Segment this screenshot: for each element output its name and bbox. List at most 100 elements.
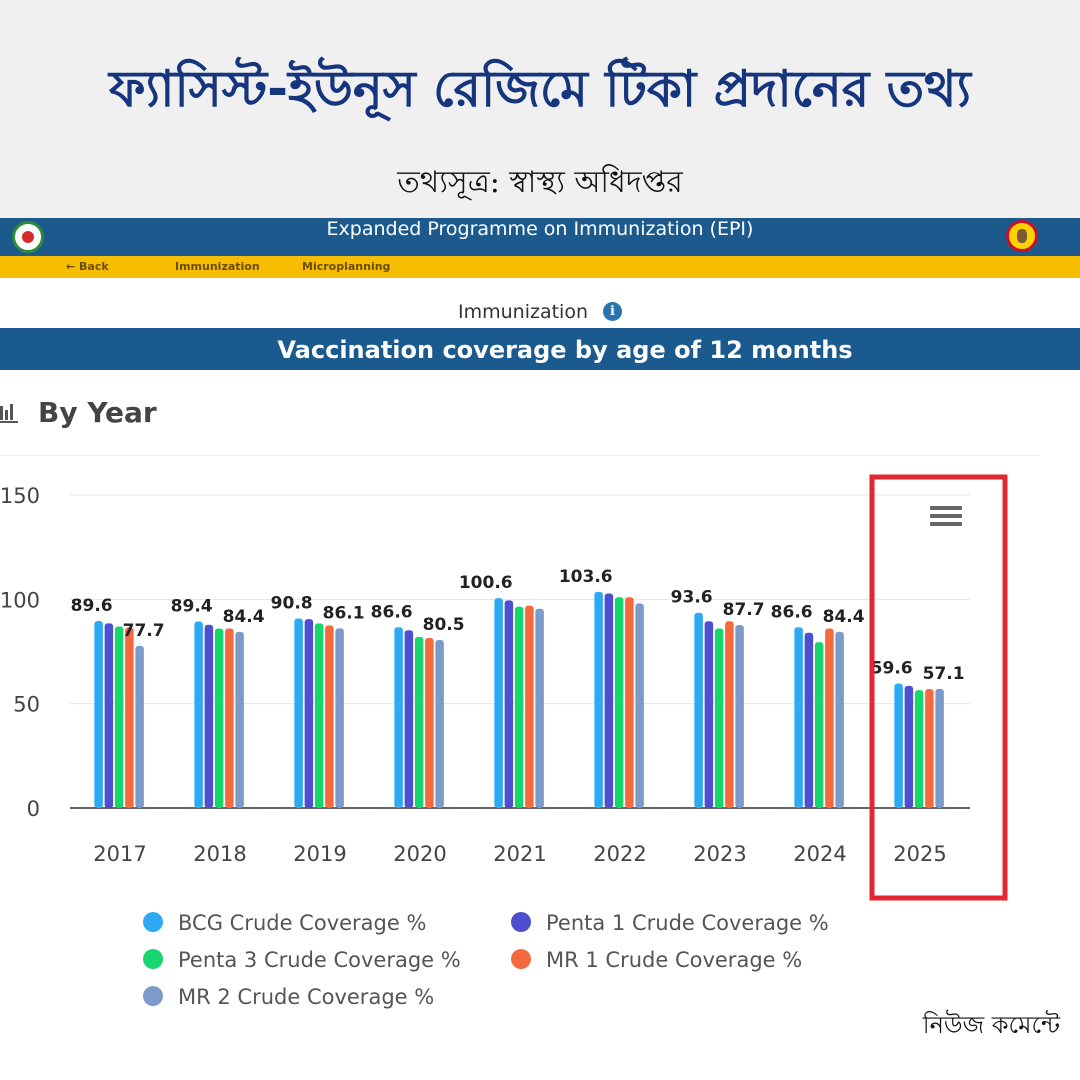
- legend-marker[interactable]: [143, 949, 163, 969]
- bar-2019-2[interactable]: [314, 623, 324, 808]
- nav-microplanning-link[interactable]: Microplanning: [302, 260, 391, 273]
- data-label-2017-4: 77.7: [123, 621, 165, 641]
- legend-label[interactable]: Penta 3 Crude Coverage %: [178, 948, 461, 972]
- x-tick-2024: 2024: [793, 842, 846, 866]
- bar-2022-1[interactable]: [604, 593, 614, 808]
- bar-2024-3[interactable]: [825, 628, 834, 808]
- bar-2018-4[interactable]: [235, 631, 244, 808]
- chart-legend: BCG Crude Coverage % Penta 1 Crude Covera…: [143, 911, 829, 1009]
- bar-2021-1[interactable]: [504, 600, 514, 808]
- chart-labels: 89.6 77.7 89.4 84.4 90.8 86.1 86.6 80.5 100.6 103…: [71, 567, 965, 684]
- data-label-2021-0: 100.6: [459, 573, 513, 593]
- chart-bars: [94, 591, 944, 808]
- chart-menu: [930, 506, 962, 526]
- bar-2023-4[interactable]: [735, 624, 744, 808]
- bar-chart-icon: [0, 404, 18, 423]
- y-tick-label: 50: [13, 693, 40, 717]
- coverage-title-bar: [0, 328, 1080, 370]
- bar-2023-0[interactable]: [694, 612, 703, 808]
- bar-2025-1[interactable]: [904, 685, 914, 808]
- bar-2019-1[interactable]: [304, 619, 314, 808]
- y-tick-label: 0: [27, 797, 40, 821]
- data-label-2018-0: 89.4: [171, 596, 213, 616]
- data-label-2019-0: 90.8: [271, 594, 313, 614]
- legend-marker[interactable]: [511, 949, 531, 969]
- data-label-2024-4: 84.4: [823, 607, 865, 627]
- y-tick-label: 150: [0, 484, 40, 508]
- bar-2022-2[interactable]: [614, 597, 624, 808]
- bar-2018-2[interactable]: [214, 628, 224, 808]
- bar-2021-2[interactable]: [514, 606, 524, 808]
- bar-2022-0[interactable]: [594, 591, 603, 808]
- epi-logo-icon: [1006, 220, 1038, 252]
- chart-menu-icon[interactable]: [930, 514, 962, 518]
- chart-grid: 0 50 100 150: [0, 484, 970, 821]
- info-icon[interactable]: i: [603, 302, 622, 321]
- bar-2017-2[interactable]: [114, 626, 124, 808]
- bar-2020-2[interactable]: [414, 636, 424, 808]
- data-label-2022-0: 103.6: [559, 567, 613, 587]
- bar-2018-0[interactable]: [194, 621, 203, 808]
- legend-marker[interactable]: [511, 912, 531, 932]
- bar-2021-0[interactable]: [494, 598, 503, 808]
- x-tick-2021: 2021: [493, 842, 546, 866]
- bar-2018-3[interactable]: [225, 628, 234, 808]
- news-credit: নিউজ কমেন্টে: [922, 1011, 1060, 1039]
- bar-2025-3[interactable]: [925, 689, 934, 808]
- section-label: Immunization: [458, 301, 588, 323]
- bar-2022-3[interactable]: [625, 597, 634, 808]
- headline-banner: [0, 0, 1080, 218]
- bar-2020-3[interactable]: [425, 637, 434, 808]
- chart-menu-icon[interactable]: [930, 522, 962, 526]
- bar-2017-4[interactable]: [135, 645, 144, 808]
- nav-bar: [0, 256, 1080, 278]
- data-label-2023-4: 87.7: [723, 600, 765, 620]
- bar-2019-0[interactable]: [294, 618, 303, 808]
- bar-2019-3[interactable]: [325, 625, 334, 808]
- bar-2018-1[interactable]: [204, 624, 214, 808]
- coverage-chart: 0 50 100 150 89.6 77.7 89.4 84.4 90.8 86.1 86.6 80…: [0, 455, 1040, 1009]
- bar-2020-0[interactable]: [394, 627, 403, 808]
- bar-2017-3[interactable]: [125, 627, 134, 808]
- bar-2023-1[interactable]: [704, 621, 714, 808]
- bar-2020-1[interactable]: [404, 630, 414, 808]
- data-label-2023-0: 93.6: [671, 588, 713, 608]
- chart-menu-icon[interactable]: [930, 506, 962, 510]
- bar-2019-4[interactable]: [335, 628, 344, 808]
- legend-label[interactable]: MR 1 Crude Coverage %: [546, 948, 802, 972]
- nav-immunization-link[interactable]: Immunization: [175, 260, 260, 273]
- epi-header-bar: [0, 218, 1080, 256]
- govt-logo-icon: [12, 221, 44, 253]
- bar-2021-4[interactable]: [535, 608, 544, 808]
- legend-label[interactable]: MR 2 Crude Coverage %: [178, 985, 434, 1009]
- chart-x-ticks: 2017 2018 2019 2020 2021 2022 2023 2024 2025: [93, 842, 946, 866]
- bar-2025-0[interactable]: [894, 683, 903, 808]
- legend-label[interactable]: BCG Crude Coverage %: [178, 911, 426, 935]
- bar-2024-4[interactable]: [835, 631, 844, 808]
- data-label-2018-4: 84.4: [223, 607, 265, 627]
- x-tick-2022: 2022: [593, 842, 646, 866]
- bar-2020-4[interactable]: [435, 640, 444, 808]
- bar-2017-0[interactable]: [94, 621, 103, 808]
- bar-2024-1[interactable]: [804, 632, 814, 808]
- coverage-title: Vaccination coverage by age of 12 months: [277, 336, 853, 364]
- bar-2024-0[interactable]: [794, 627, 803, 808]
- bar-2022-4[interactable]: [635, 603, 644, 808]
- bar-2023-3[interactable]: [725, 621, 734, 808]
- legend-marker[interactable]: [143, 986, 163, 1006]
- legend-marker[interactable]: [143, 912, 163, 932]
- nav-back-link[interactable]: ← Back: [66, 260, 109, 273]
- data-label-2017-0: 89.6: [71, 596, 113, 616]
- x-tick-2019: 2019: [293, 842, 346, 866]
- bar-2024-2[interactable]: [814, 642, 824, 808]
- highlight-box-2025: [869, 474, 1008, 901]
- bar-2021-3[interactable]: [525, 605, 534, 808]
- bar-2017-1[interactable]: [104, 623, 114, 808]
- legend-label[interactable]: Penta 1 Crude Coverage %: [546, 911, 829, 935]
- bar-2023-2[interactable]: [714, 628, 724, 808]
- bar-2025-4[interactable]: [935, 688, 944, 808]
- data-label-2025-4: 57.1: [923, 664, 965, 684]
- x-tick-2017: 2017: [93, 842, 146, 866]
- bar-2025-2[interactable]: [914, 690, 924, 808]
- y-tick-label: 100: [0, 588, 40, 612]
